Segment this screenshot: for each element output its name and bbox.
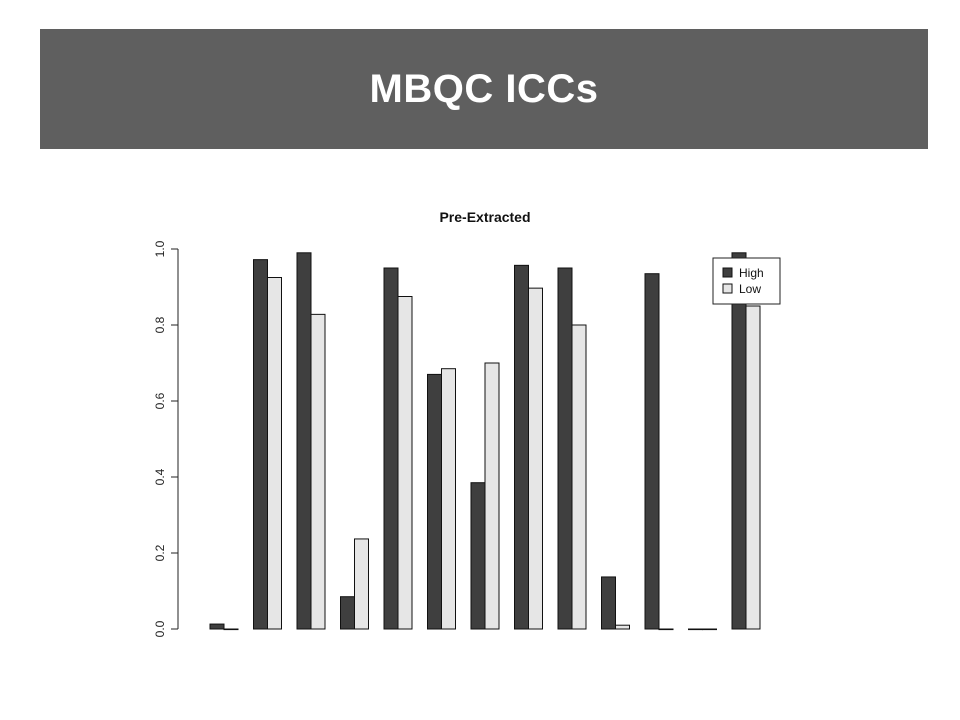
bar-high bbox=[688, 628, 703, 631]
chart-title: Pre-Extracted bbox=[439, 209, 530, 225]
bar-low bbox=[745, 305, 761, 630]
legend-swatch-low bbox=[722, 283, 733, 294]
bar-high bbox=[296, 252, 312, 630]
bar-low bbox=[267, 277, 282, 630]
bar-low bbox=[441, 368, 456, 630]
legend: High Low bbox=[712, 257, 781, 305]
legend-label-low: Low bbox=[739, 282, 761, 296]
legend-swatch-high bbox=[722, 267, 733, 278]
y-tick-label: 0.2 bbox=[153, 544, 167, 561]
bar-low bbox=[528, 287, 543, 630]
y-tick-label: 1.0 bbox=[153, 240, 167, 257]
y-tick-label: 0.4 bbox=[153, 468, 167, 485]
bar-low bbox=[397, 296, 413, 630]
bar-high bbox=[644, 273, 660, 630]
legend-box bbox=[712, 257, 781, 305]
bar-low bbox=[223, 628, 239, 631]
bar-low bbox=[615, 624, 630, 630]
y-tick-label: 0.0 bbox=[153, 620, 167, 637]
y-tick-label: 0.6 bbox=[153, 392, 167, 409]
bar-high bbox=[427, 373, 442, 630]
bar-high bbox=[601, 576, 616, 630]
bar-high bbox=[557, 267, 573, 630]
y-axis: 0.0 0.2 0.4 0.6 0.8 1.0 bbox=[153, 240, 179, 637]
bar-low bbox=[484, 362, 500, 630]
bar-high bbox=[340, 596, 355, 630]
bar-low bbox=[658, 628, 674, 631]
slide-title: MBQC ICCs bbox=[369, 66, 599, 111]
bar-low bbox=[354, 538, 369, 630]
bar-high bbox=[470, 482, 486, 630]
bar-low bbox=[310, 313, 326, 630]
bar-high bbox=[209, 623, 225, 630]
bars-group bbox=[209, 252, 761, 631]
title-banner: MBQC ICCs bbox=[40, 29, 928, 149]
bar-high bbox=[253, 259, 268, 630]
bar-high bbox=[514, 264, 529, 630]
bar-high bbox=[383, 267, 399, 630]
y-tick-label: 0.8 bbox=[153, 316, 167, 333]
bar-high bbox=[731, 252, 747, 630]
bar-low bbox=[702, 628, 717, 631]
bar-low bbox=[571, 324, 587, 630]
legend-label-high: High bbox=[739, 266, 764, 280]
